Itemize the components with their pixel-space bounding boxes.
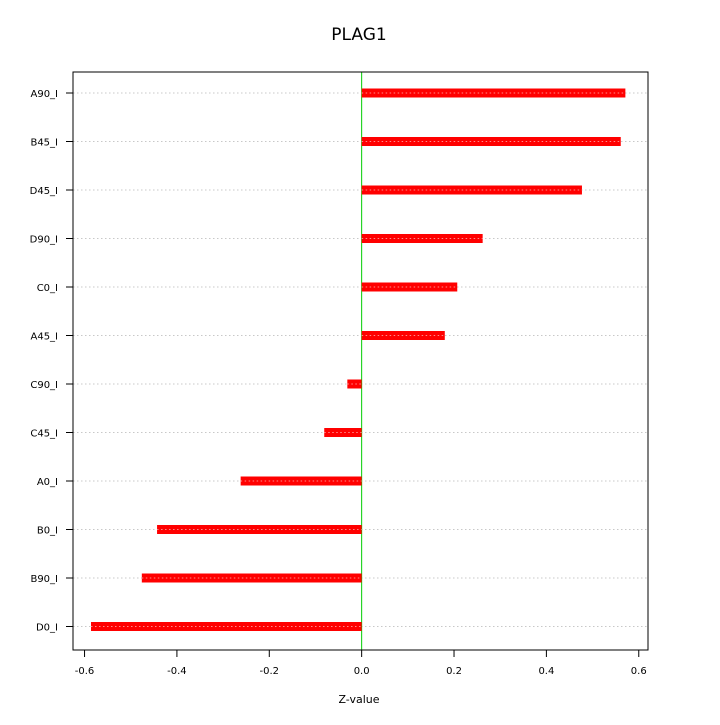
y-tick-label: D90_I	[30, 235, 58, 246]
bar-B0_I	[157, 525, 362, 534]
x-tick-label: 0.6	[631, 666, 647, 677]
x-tick-label: 0.4	[538, 666, 554, 677]
y-tick-label: B45_I	[30, 138, 58, 149]
y-tick-label: D0_I	[36, 623, 58, 634]
bar-D0_I	[91, 622, 362, 631]
y-axis-ticks: A90_I B45_I D45_I D90_I C0_I A45_I C90_I C45_I A…	[30, 89, 73, 634]
y-tick-label: A90_I	[30, 89, 58, 100]
x-axis-label: Z-value	[338, 693, 379, 706]
x-tick-label: 0.0	[354, 666, 370, 677]
bar-C90_I	[347, 379, 362, 389]
x-tick-label: -0.4	[167, 666, 187, 677]
y-tick-label: D45_I	[30, 186, 58, 197]
bar-A45_I	[361, 331, 445, 340]
bar-D45_I	[361, 185, 582, 195]
plot-frame	[72, 71, 649, 651]
bar-C0_I	[361, 282, 458, 292]
bar-C45_I	[324, 428, 362, 437]
y-tick-label: A45_I	[30, 332, 58, 343]
x-axis-ticks: -0.6 -0.4 -0.2 0.0 0.2 0.4 0.6	[75, 650, 647, 677]
y-tick-label: B0_I	[37, 526, 58, 537]
y-tick-label: C45_I	[30, 429, 58, 440]
x-tick-label: -0.6	[75, 666, 95, 677]
bar-B45_I	[361, 137, 621, 146]
x-tick-label: 0.2	[446, 666, 462, 677]
chart-title: PLAG1	[331, 25, 386, 45]
y-tick-label: C0_I	[37, 283, 58, 294]
bars	[91, 88, 626, 631]
grid-lines	[73, 92, 648, 627]
y-tick-label: B90_I	[30, 574, 58, 585]
bar-B90_I	[141, 573, 362, 583]
x-tick-label: -0.2	[260, 666, 280, 677]
bar-A90_I	[361, 88, 626, 98]
y-tick-label: A0_I	[37, 477, 58, 488]
y-tick-label: C90_I	[30, 380, 58, 391]
